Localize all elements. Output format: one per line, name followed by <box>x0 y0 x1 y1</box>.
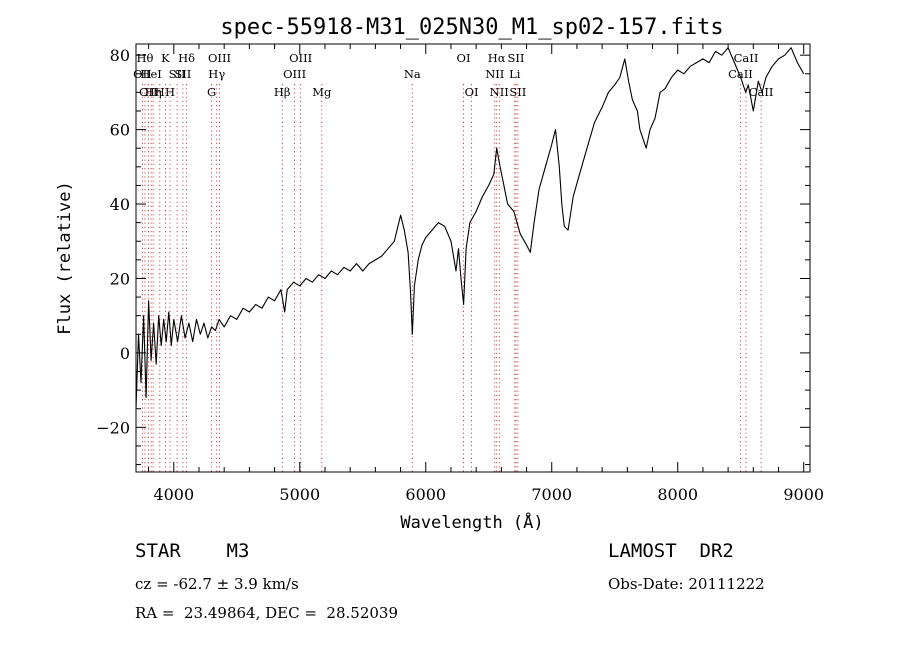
y-tick-label: −20 <box>96 418 130 437</box>
line-marker-label: Hη <box>145 85 162 99</box>
y-tick-label: 60 <box>110 121 130 140</box>
line-marker-label: HeI <box>140 67 161 81</box>
line-marker-label: CaII <box>734 51 759 65</box>
line-markers: OIIHθOIIHeIHηHKHSIISIIHδGHγOIIIHβOIIIOII… <box>133 51 773 472</box>
line-marker-label: OIII <box>283 67 306 81</box>
line-marker-label: Hβ <box>274 85 291 99</box>
line-marker-label: Na <box>404 67 421 81</box>
line-marker-label: NII <box>485 67 504 81</box>
line-marker-label: SII <box>509 85 526 99</box>
line-marker-label: Hθ <box>136 51 153 65</box>
axis-ticks: 4000 5000 6000 7000 8000 9000 −20 0 20 40 60 80 <box>96 44 824 504</box>
line-marker-label: Mg <box>312 85 332 99</box>
spectrum-line <box>135 47 805 409</box>
line-marker-label: OIII <box>208 51 231 65</box>
line-marker-label: OI <box>465 85 479 99</box>
x-tick-label: 8000 <box>657 485 698 504</box>
line-marker-label: Hδ <box>178 51 195 65</box>
y-tick-label: 80 <box>110 46 130 65</box>
y-axis-label: Flux (relative) <box>55 181 75 335</box>
line-marker-label: H <box>155 85 165 99</box>
line-marker-label: Li <box>509 67 521 81</box>
x-tick-label: 5000 <box>279 485 320 504</box>
x-tick-label: 6000 <box>405 485 446 504</box>
line-marker-label: G <box>207 85 216 99</box>
survey-name: LAMOST DR2 <box>608 540 734 562</box>
line-marker-label: OI <box>457 51 471 65</box>
x-axis-label: Wavelength (Å) <box>400 511 543 533</box>
line-marker-label: SII <box>507 51 524 65</box>
y-tick-label: 0 <box>120 344 130 363</box>
line-marker-label: SII <box>174 67 191 81</box>
redshift-text: cz = -62.7 ± 3.9 km/s <box>135 575 299 593</box>
object-class: STAR M3 <box>135 540 250 562</box>
line-marker-label: OII <box>133 67 152 81</box>
x-tick-label: 9000 <box>783 485 824 504</box>
line-marker-label: CaII <box>728 67 753 81</box>
obs-date: Obs-Date: 20111222 <box>608 575 765 593</box>
plot-frame <box>135 43 811 473</box>
y-tick-label: 40 <box>110 195 130 214</box>
line-marker-label: Hα <box>488 51 506 65</box>
line-marker-label: SII <box>169 67 186 81</box>
x-tick-label: 7000 <box>531 485 572 504</box>
chart-title: spec-55918-M31_025N30_M1_sp02-157.fits <box>220 15 723 40</box>
line-marker-label: Hγ <box>208 67 225 81</box>
line-marker-label: K <box>161 51 170 65</box>
line-marker-label: OIII <box>289 51 312 65</box>
y-tick-label: 20 <box>110 269 130 288</box>
line-marker-label: CaII <box>749 85 774 99</box>
coordinates: RA = 23.49864, DEC = 28.52039 <box>135 604 399 622</box>
line-marker-label: H <box>165 85 175 99</box>
spectrum-series <box>135 47 805 409</box>
line-marker-label: NII <box>490 85 509 99</box>
x-tick-label: 4000 <box>153 485 194 504</box>
